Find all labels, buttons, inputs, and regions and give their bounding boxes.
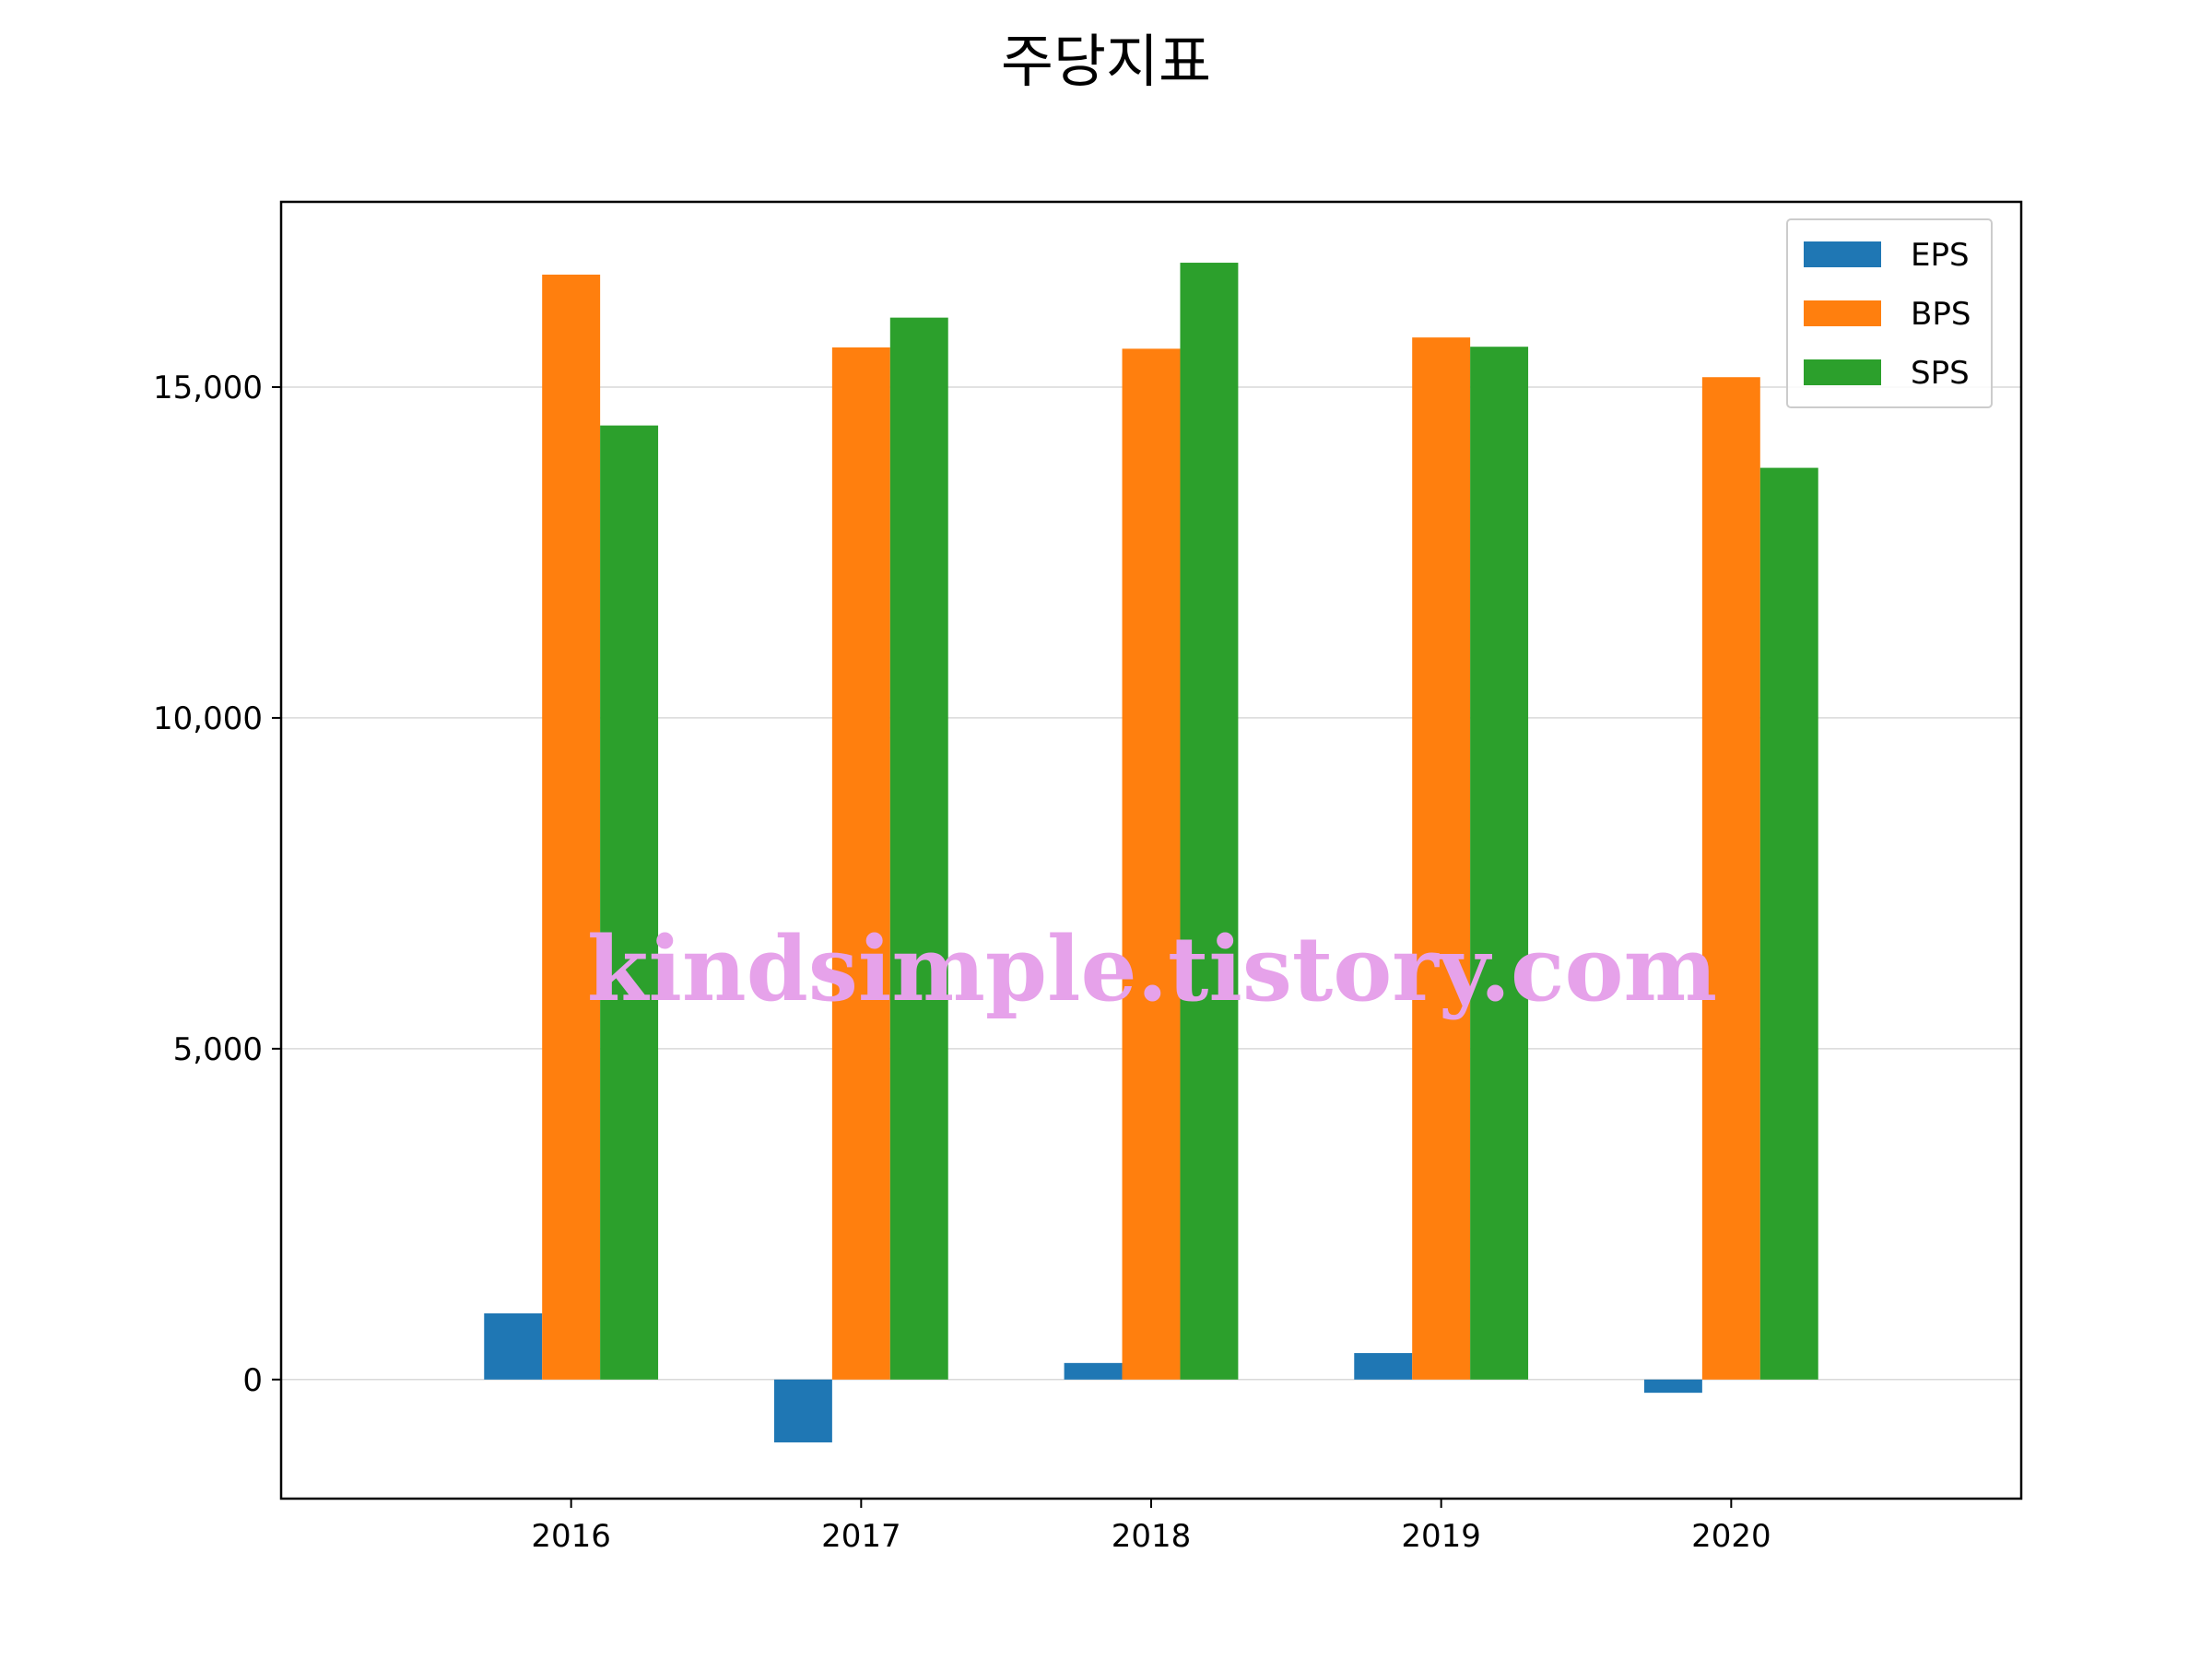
y-tick-label: 5,000 — [173, 1031, 263, 1068]
bar-eps-2016 — [484, 1313, 543, 1380]
x-tick-label: 2019 — [1401, 1518, 1481, 1555]
bar-eps-2018 — [1064, 1362, 1123, 1380]
x-axis: 2016 2017 2018 2019 2020 — [531, 1499, 1771, 1555]
bars — [484, 263, 1818, 1442]
chart-title: 주당지표 — [1001, 28, 1211, 95]
bar-sps-2016 — [600, 425, 659, 1380]
legend-swatch-eps — [1804, 241, 1881, 267]
legend-label-sps: SPS — [1911, 355, 1970, 392]
bar-sps-2020 — [1759, 467, 1818, 1380]
y-axis: 0 5,000 10,000 15,000 — [153, 370, 281, 1399]
plot-frame — [279, 200, 2023, 1500]
bar-bps-2017 — [831, 347, 890, 1380]
bar-bps-2016 — [542, 274, 601, 1380]
bar-bps-2018 — [1122, 348, 1181, 1380]
legend-label-eps: EPS — [1911, 237, 1970, 274]
y-tick-label: 15,000 — [153, 370, 263, 406]
x-tick-label: 2020 — [1691, 1518, 1771, 1555]
x-tick-label: 2018 — [1112, 1518, 1192, 1555]
x-tick-label: 2017 — [821, 1518, 901, 1555]
bar-bps-2019 — [1412, 337, 1471, 1380]
bar-eps-2019 — [1354, 1353, 1413, 1380]
bar-eps-2020 — [1643, 1379, 1702, 1394]
bar-bps-2020 — [1701, 377, 1760, 1380]
y-tick-label: 0 — [242, 1362, 263, 1399]
bar-eps-2017 — [773, 1379, 832, 1442]
bar-sps-2019 — [1470, 347, 1529, 1380]
bar-sps-2018 — [1180, 263, 1239, 1380]
legend-swatch-sps — [1804, 359, 1881, 385]
legend: EPS BPS SPS — [1786, 218, 1993, 408]
y-tick-label: 10,000 — [153, 700, 263, 737]
watermark: kindsimple.tistory.com — [587, 917, 1717, 1021]
legend-swatch-bps — [1804, 300, 1881, 326]
x-tick-label: 2016 — [531, 1518, 611, 1555]
bar-sps-2017 — [889, 317, 948, 1380]
legend-label-bps: BPS — [1911, 296, 1971, 333]
